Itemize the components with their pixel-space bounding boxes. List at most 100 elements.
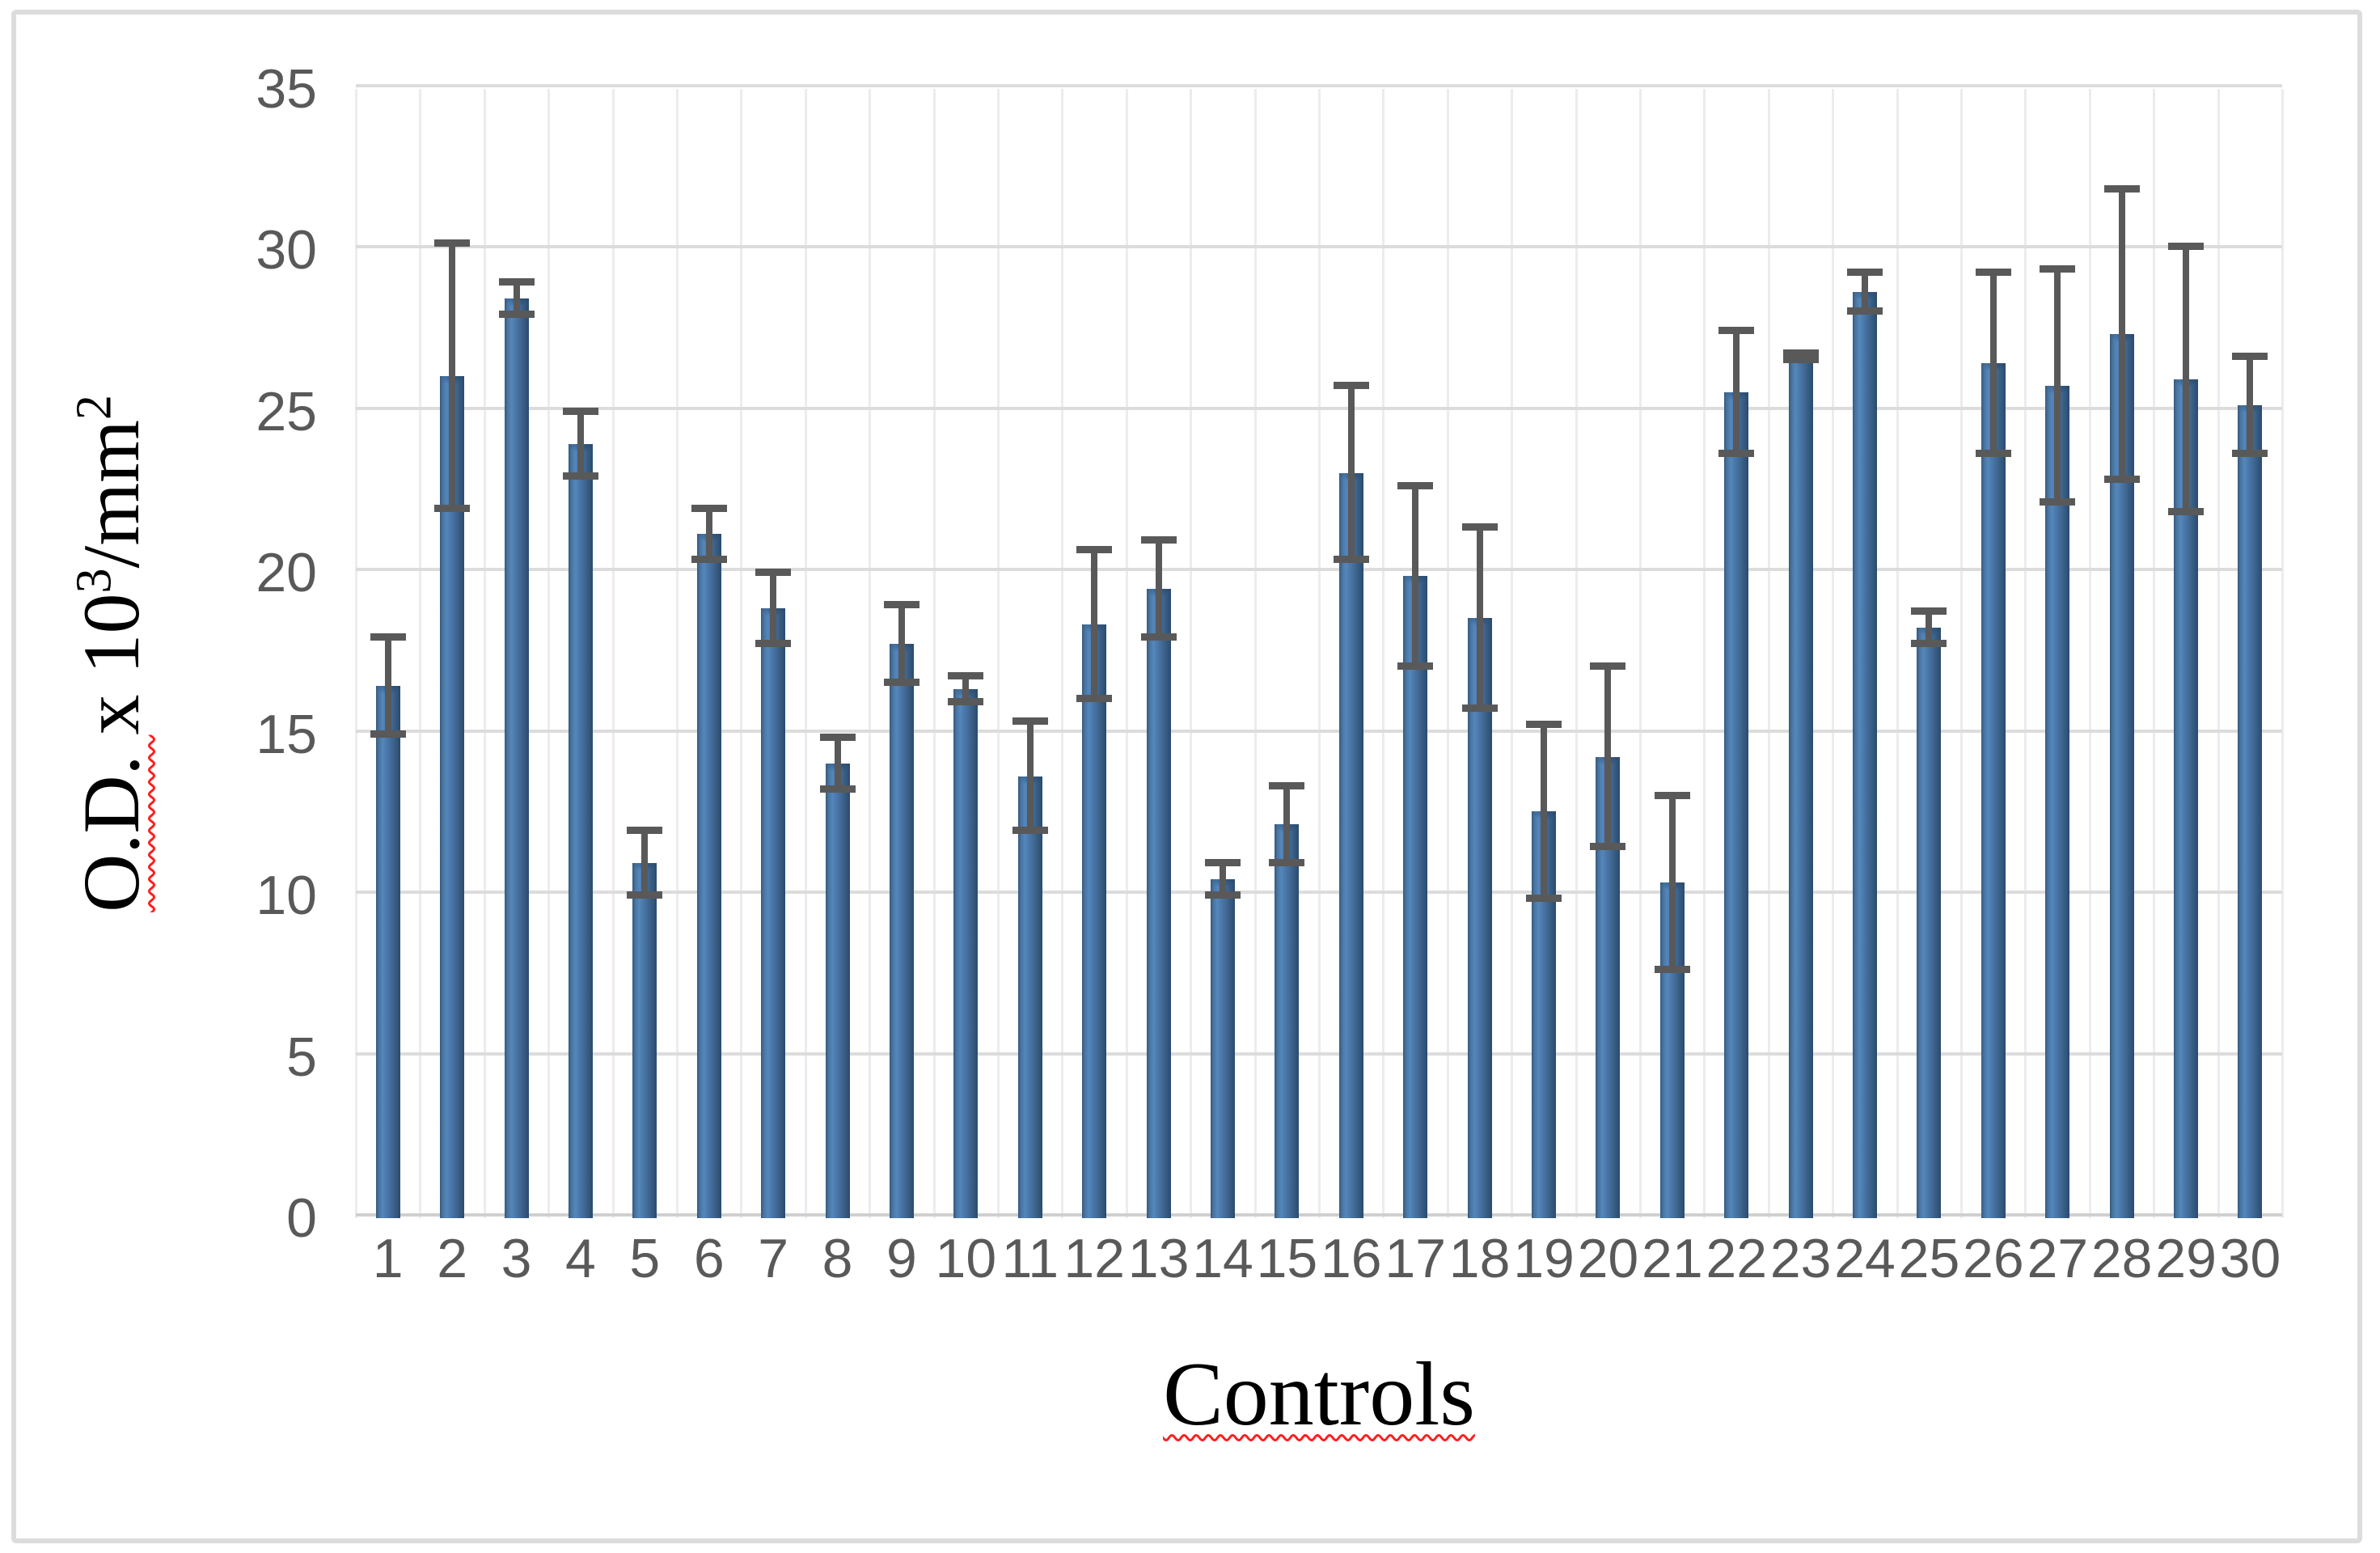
v-gridline-2 xyxy=(483,89,486,1218)
v-gridline-4 xyxy=(611,89,615,1218)
bar-cell-14: 14 xyxy=(1190,89,1254,1286)
v-gridline-28 xyxy=(2153,89,2156,1218)
bar-cell-1: 1 xyxy=(356,89,420,1286)
error-bar-cap-bottom-26 xyxy=(1975,449,2011,457)
x-tick-label-3: 3 xyxy=(501,1228,532,1289)
error-bar-cap-bottom-21 xyxy=(1654,965,1690,973)
error-bar-cap-top-19 xyxy=(1526,720,1562,728)
x-tick-label-2: 2 xyxy=(437,1228,468,1289)
x-tick-label-24: 24 xyxy=(1834,1228,1896,1289)
h-gridline-0 xyxy=(356,1213,2282,1217)
error-bar-cap-bottom-28 xyxy=(2103,475,2140,483)
y-tick-label-15: 15 xyxy=(256,703,317,765)
error-bar-line-12 xyxy=(1091,550,1098,699)
v-gridline-12 xyxy=(1125,89,1128,1218)
error-bar-cap-bottom-30 xyxy=(2232,449,2268,457)
bar-13 xyxy=(1146,589,1171,1218)
error-bar-line-21 xyxy=(1668,795,1676,970)
error-bar-cap-top-23 xyxy=(1782,349,1819,358)
error-bar-line-14 xyxy=(1219,863,1226,896)
x-tick-label-19: 19 xyxy=(1513,1228,1575,1289)
error-bar-cap-bottom-11 xyxy=(1012,827,1048,835)
error-bar-cap-top-9 xyxy=(883,601,919,609)
error-bar-cap-top-28 xyxy=(2103,184,2140,193)
error-bar-cap-bottom-19 xyxy=(1526,895,1562,903)
bar-24 xyxy=(1853,292,1878,1218)
h-gridline-20 xyxy=(356,568,2282,572)
error-bar-cap-top-8 xyxy=(819,733,856,741)
x-tick-label-30: 30 xyxy=(2219,1228,2281,1289)
v-gridline-17 xyxy=(1446,89,1449,1218)
v-gridline-9 xyxy=(932,89,936,1218)
error-bar-cap-top-26 xyxy=(1975,269,2011,277)
error-bar-line-5 xyxy=(641,831,649,896)
bar-1 xyxy=(375,685,400,1218)
error-bar-cap-bottom-24 xyxy=(1847,307,1883,315)
x-tick-label-6: 6 xyxy=(693,1228,725,1289)
v-gridline-11 xyxy=(1061,89,1064,1218)
v-gridline-30 xyxy=(2281,89,2284,1218)
h-gridline-10 xyxy=(356,891,2282,895)
bar-3 xyxy=(504,298,529,1218)
x-tick-label-9: 9 xyxy=(886,1228,917,1289)
bar-cell-24: 24 xyxy=(1833,89,1896,1286)
bar-cell-6: 6 xyxy=(677,89,741,1286)
error-bar-cap-top-22 xyxy=(1718,327,1755,335)
bar-27 xyxy=(2045,385,2070,1218)
v-gridline-8 xyxy=(869,89,872,1218)
bar-12 xyxy=(1082,624,1107,1218)
v-gridline-27 xyxy=(2088,89,2091,1218)
v-gridline-5 xyxy=(676,89,678,1218)
bar-14 xyxy=(1210,879,1235,1218)
error-bar-cap-top-11 xyxy=(1012,717,1048,725)
error-bar-cap-top-2 xyxy=(434,239,471,248)
x-tick-label-5: 5 xyxy=(629,1228,661,1289)
bar-cell-25: 25 xyxy=(1897,89,1961,1286)
error-bar-line-13 xyxy=(1155,540,1162,638)
x-tick-label-29: 29 xyxy=(2155,1228,2217,1289)
error-bar-cap-top-7 xyxy=(755,569,792,577)
error-bar-line-15 xyxy=(1283,785,1291,864)
v-gridline-19 xyxy=(1575,89,1578,1218)
bar-cell-3: 3 xyxy=(484,89,548,1286)
v-gridline-3 xyxy=(547,89,551,1218)
x-tick-label-15: 15 xyxy=(1256,1228,1318,1289)
bar-cell-20: 20 xyxy=(1576,89,1640,1286)
y-tick-label-20: 20 xyxy=(256,542,317,604)
error-bar-line-7 xyxy=(770,573,777,645)
x-tick-label-7: 7 xyxy=(758,1228,789,1289)
bar-cell-9: 9 xyxy=(869,89,933,1286)
v-gridline-24 xyxy=(1896,89,1899,1218)
error-bar-cap-bottom-6 xyxy=(691,556,727,564)
x-tick-label-13: 13 xyxy=(1127,1228,1190,1289)
x-tick-label-22: 22 xyxy=(1706,1228,1768,1289)
error-bar-line-6 xyxy=(705,508,712,561)
v-gridline-20 xyxy=(1639,89,1642,1218)
bar-cell-17: 17 xyxy=(1384,89,1448,1286)
v-gridline-26 xyxy=(2024,89,2027,1218)
x-tick-label-8: 8 xyxy=(822,1228,853,1289)
y-tick-label-5: 5 xyxy=(286,1026,317,1088)
bar-18 xyxy=(1467,618,1492,1218)
x-tick-label-27: 27 xyxy=(2027,1228,2089,1289)
error-bar-line-17 xyxy=(1412,485,1419,666)
error-bar-cap-top-15 xyxy=(1269,781,1305,789)
bar-cell-18: 18 xyxy=(1448,89,1511,1286)
bar-16 xyxy=(1338,472,1363,1218)
x-tick-label-14: 14 xyxy=(1192,1228,1253,1289)
x-tick-label-20: 20 xyxy=(1577,1228,1639,1289)
error-bar-cap-bottom-22 xyxy=(1718,449,1755,457)
error-bar-cap-top-1 xyxy=(370,633,406,641)
bar-cell-21: 21 xyxy=(1640,89,1704,1286)
error-bar-line-25 xyxy=(1926,611,1933,645)
error-bar-cap-bottom-8 xyxy=(819,785,856,793)
v-gridline-1 xyxy=(419,89,422,1218)
error-bar-cap-top-24 xyxy=(1847,269,1883,277)
bar-17 xyxy=(1403,576,1428,1218)
error-bar-cap-bottom-9 xyxy=(883,678,919,686)
error-bar-cap-top-3 xyxy=(498,278,535,286)
bar-cell-12: 12 xyxy=(1062,89,1126,1286)
v-gridline-22 xyxy=(1767,89,1770,1218)
v-gridline-13 xyxy=(1190,89,1193,1218)
v-gridline-18 xyxy=(1511,89,1514,1218)
